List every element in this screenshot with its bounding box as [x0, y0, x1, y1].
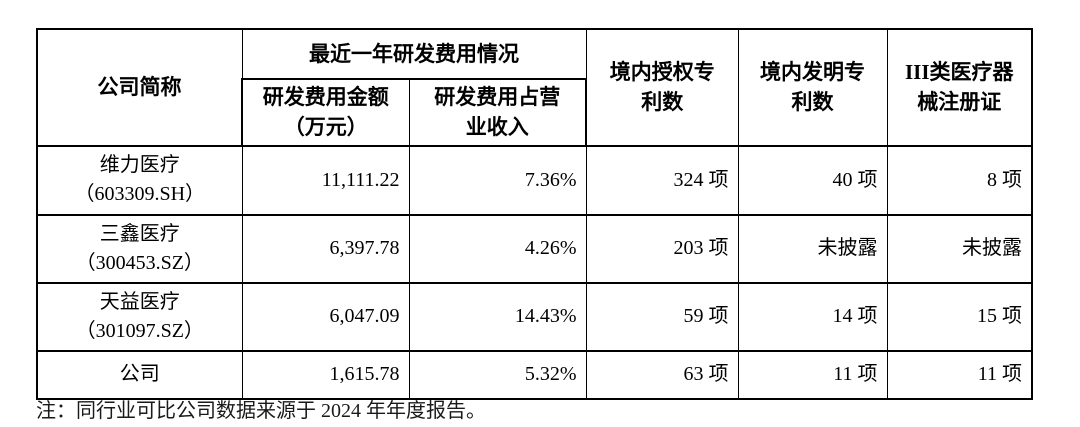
- company-name-cell: 公司: [36, 349, 243, 400]
- rd-amount-cell: 11,111.22: [241, 144, 410, 216]
- table-header: 公司简称 最近一年研发费用情况 境内授权专 利数 境内发明专 利数 III类医疗…: [36, 28, 1033, 147]
- granted-patents-cell: 203 项: [585, 213, 739, 284]
- table-body: 维力医疗 （603309.SH） 11,111.22 7.36% 324 项 4…: [36, 144, 1033, 400]
- company-code: （603309.SH）: [74, 183, 206, 206]
- company-name: 公司: [119, 363, 160, 386]
- company-name-cell: 三鑫医疗 （300453.SZ）: [36, 213, 243, 284]
- table-row-sanxin: 三鑫医疗 （300453.SZ） 6,397.78 4.26% 203 项 未披…: [36, 213, 1033, 284]
- table-row-weili: 维力医疗 （603309.SH） 11,111.22 7.36% 324 项 4…: [36, 144, 1033, 216]
- rd-ratio-cell: 4.26%: [408, 213, 587, 284]
- company-code: （300453.SZ）: [75, 251, 204, 274]
- rd-ratio-cell: 5.32%: [408, 349, 587, 400]
- class3-certs-cell: 未披露: [886, 213, 1033, 284]
- header-line: 利数: [791, 90, 834, 115]
- header-rd-ratio: 研发费用占营 业收入: [408, 78, 587, 147]
- company-name-cell: 维力医疗 （603309.SH）: [36, 144, 243, 216]
- granted-patents-cell: 63 项: [585, 349, 739, 400]
- invention-patents-cell: 40 项: [737, 144, 888, 216]
- invention-patents-cell: 未披露: [737, 213, 888, 284]
- granted-patents-cell: 324 项: [585, 144, 739, 216]
- rd-amount-cell: 6,397.78: [241, 213, 410, 284]
- source-footnote: 注：同行业可比公司数据来源于 2024 年年度报告。: [36, 400, 486, 422]
- company-name: 三鑫医疗: [99, 222, 180, 245]
- header-line: 境内发明专: [760, 60, 865, 84]
- header-rd-group: 最近一年研发费用情况: [241, 28, 587, 80]
- header-row-2: 研发费用金额 （万元） 研发费用占营 业收入: [37, 78, 1032, 147]
- header-granted-patents: 境内授权专 利数: [585, 28, 739, 147]
- header-rd-amount: 研发费用金额 （万元）: [241, 78, 410, 147]
- class3-certs-cell: 8 项: [886, 144, 1033, 216]
- company-name-cell: 天益医疗 （301097.SZ）: [36, 281, 243, 352]
- table-row-tianyi: 天益医疗 （301097.SZ） 6,047.09 14.43% 59 项 14…: [36, 281, 1033, 352]
- header-line: 械注册证: [917, 90, 1002, 115]
- header-line: （万元）: [283, 115, 368, 140]
- header-line: 利数: [641, 90, 684, 115]
- class3-certs-cell: 15 项: [886, 281, 1033, 352]
- header-line: III类医疗器: [904, 60, 1014, 84]
- company-name: 天益医疗: [99, 290, 180, 313]
- rd-amount-cell: 6,047.09: [241, 281, 410, 352]
- company-name: 维力医疗: [99, 154, 180, 177]
- header-line: 业收入: [465, 115, 529, 140]
- header-invention-patents: 境内发明专 利数: [737, 28, 888, 147]
- granted-patents-cell: 59 项: [585, 281, 739, 352]
- class3-certs-cell: 11 项: [886, 349, 1033, 400]
- header-line: 境内授权专: [609, 60, 715, 84]
- invention-patents-cell: 11 项: [737, 349, 888, 400]
- rd-comparison-table: 公司简称 最近一年研发费用情况 境内授权专 利数 境内发明专 利数 III类医疗…: [36, 28, 1033, 400]
- header-line: 研发费用金额: [262, 85, 389, 109]
- header-class3-certs: III类医疗器 械注册证: [886, 28, 1033, 147]
- header-line: 研发费用占营: [434, 85, 561, 109]
- table-row-company: 公司 1,615.78 5.32% 63 项 11 项 11 项: [36, 349, 1033, 400]
- rd-ratio-cell: 7.36%: [408, 144, 587, 216]
- rd-ratio-cell: 14.43%: [408, 281, 587, 352]
- company-code: （301097.SZ）: [75, 319, 204, 342]
- header-row-1: 公司简称 最近一年研发费用情况 境内授权专 利数 境内发明专 利数 III类医疗…: [36, 28, 1033, 147]
- rd-amount-cell: 1,615.78: [241, 349, 410, 400]
- header-company: 公司简称: [36, 28, 243, 147]
- invention-patents-cell: 14 项: [737, 281, 888, 352]
